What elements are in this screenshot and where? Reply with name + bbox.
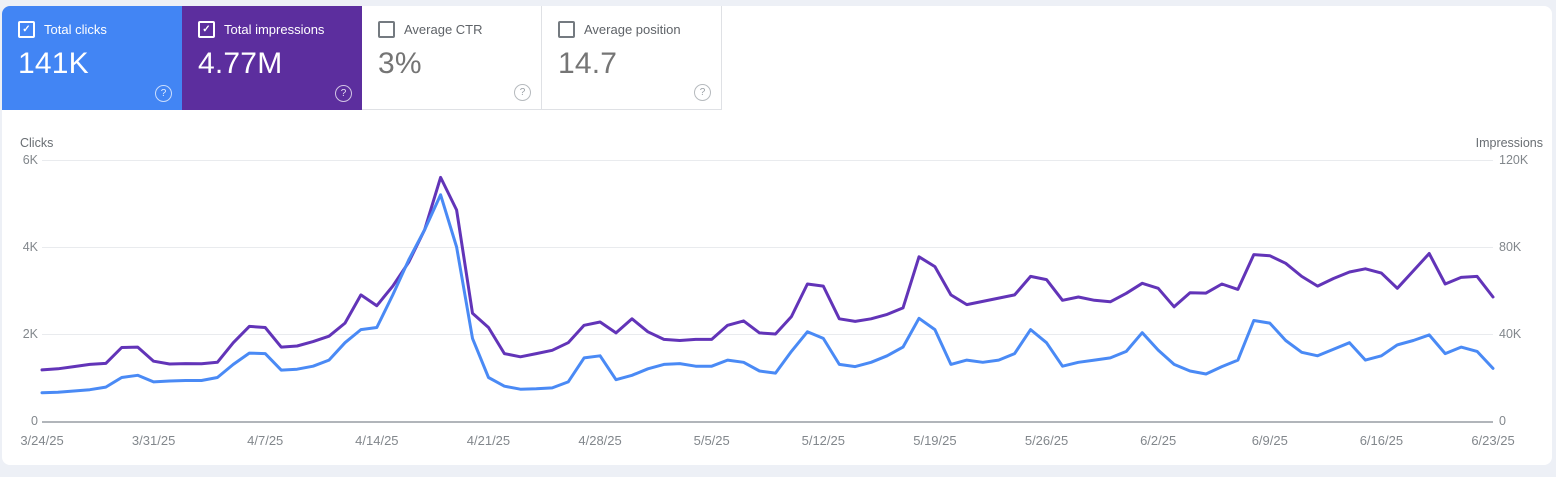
x-axis-tick: 6/16/25	[1359, 433, 1404, 448]
x-axis-tick: 5/26/25	[1024, 433, 1069, 448]
metric-value: 3%	[378, 47, 422, 80]
right-axis-tick: 80K	[1499, 240, 1522, 254]
metric-value: 141K	[18, 47, 89, 80]
x-axis-tick: 4/7/25	[247, 433, 284, 448]
right-axis-tick: 0	[1499, 414, 1506, 428]
checkbox-unchecked-icon[interactable]	[558, 21, 575, 38]
x-axis-tick: 4/14/25	[355, 433, 399, 448]
left-axis-tick: 4K	[22, 240, 38, 254]
performance-panel: ✓ Total clicks 141K ? ✓ Total impression…	[2, 6, 1552, 465]
x-axis-tick: 6/9/25	[1251, 433, 1288, 448]
left-axis-tick: 2K	[22, 327, 38, 341]
left-axis-tick: 0	[31, 414, 38, 428]
x-axis-tick: 4/28/25	[578, 433, 622, 448]
right-axis-tick: 120K	[1499, 153, 1529, 167]
checkbox-checked-icon[interactable]: ✓	[18, 21, 35, 38]
right-axis-tick: 40K	[1499, 327, 1522, 341]
help-icon[interactable]: ?	[155, 85, 172, 102]
metric-card-total-impressions[interactable]: ✓ Total impressions 4.77M ?	[182, 6, 362, 110]
gridline	[42, 334, 1493, 335]
metric-card-total-clicks[interactable]: ✓ Total clicks 141K ?	[2, 6, 182, 110]
metric-cards: ✓ Total clicks 141K ? ✓ Total impression…	[2, 6, 722, 110]
metric-label: Total clicks	[44, 22, 107, 37]
right-axis-title: Impressions	[1475, 136, 1543, 150]
x-axis-tick: 5/19/25	[913, 433, 957, 448]
x-axis-tick: 3/24/25	[20, 433, 64, 448]
metric-label: Average position	[584, 22, 681, 37]
metric-card-average-ctr[interactable]: Average CTR 3% ?	[362, 6, 542, 110]
x-axis-tick: 3/31/25	[131, 433, 176, 448]
gridline	[42, 160, 1493, 161]
x-axis-tick: 5/5/25	[693, 433, 730, 448]
help-icon[interactable]: ?	[335, 85, 352, 102]
left-axis-title: Clicks	[20, 136, 54, 150]
metric-label: Total impressions	[224, 22, 325, 37]
checkbox-checked-icon[interactable]: ✓	[198, 21, 215, 38]
impressions-line	[40, 175, 1495, 372]
clicks-line	[40, 193, 1495, 395]
metric-value: 4.77M	[198, 47, 283, 80]
metric-card-average-position[interactable]: Average position 14.7 ?	[542, 6, 722, 110]
x-axis-line	[42, 421, 1493, 423]
x-axis-tick: 4/21/25	[466, 433, 511, 448]
x-axis-tick: 6/2/25	[1140, 433, 1177, 448]
metric-value: 14.7	[558, 47, 618, 80]
gridline	[42, 247, 1493, 248]
metric-label: Average CTR	[404, 22, 483, 37]
checkbox-unchecked-icon[interactable]	[378, 21, 395, 38]
left-axis-tick: 6K	[22, 153, 38, 167]
help-icon[interactable]: ?	[514, 84, 531, 101]
x-axis-tick: 5/12/25	[801, 433, 845, 448]
x-axis-tick: 6/23/25	[1471, 433, 1515, 448]
help-icon[interactable]: ?	[694, 84, 711, 101]
